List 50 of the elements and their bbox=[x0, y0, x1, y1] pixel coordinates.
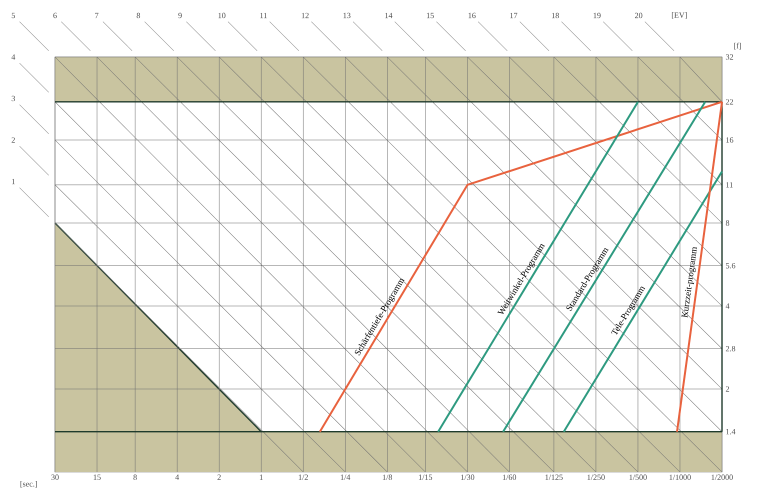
x2-tick-label: 14 bbox=[385, 12, 392, 18]
x-tick-label: 1/2000 bbox=[712, 474, 733, 480]
x2-tick-label: 11 bbox=[260, 12, 267, 18]
x-tick-label: 8 bbox=[133, 474, 137, 480]
x2-tick-label: 9 bbox=[178, 12, 182, 18]
y2-tick-label: 1 bbox=[12, 178, 15, 184]
x-tick-label: 1/250 bbox=[588, 474, 605, 480]
x2-tick-label: 19 bbox=[594, 12, 601, 18]
y-tick-label: 4 bbox=[726, 303, 730, 309]
x-tick-label: 1/4 bbox=[340, 474, 350, 480]
x-tick-label: 1/60 bbox=[502, 474, 516, 480]
x-tick-label: 4 bbox=[175, 474, 180, 480]
y-axis-title: [f] bbox=[734, 42, 741, 50]
x2-tick-label: 15 bbox=[426, 12, 434, 18]
x-axis-title: [sec.] bbox=[20, 480, 37, 488]
y2-tick-label: 3 bbox=[12, 96, 15, 102]
x-tick-label: 1/125 bbox=[546, 474, 563, 480]
x-tick-label: 1/30 bbox=[461, 474, 474, 480]
x2-tick-label: 6 bbox=[53, 12, 57, 18]
y-tick-label: 1.4 bbox=[726, 429, 736, 434]
x2-tick-label: 13 bbox=[344, 12, 350, 18]
x-tick-label: 1/500 bbox=[630, 474, 647, 480]
x2-tick-label: 20 bbox=[634, 12, 642, 18]
y-tick-label: 8 bbox=[726, 220, 730, 226]
x2-tick-label: 8 bbox=[136, 12, 140, 18]
x-tick-label: 1/15 bbox=[418, 474, 432, 480]
x2-tick-label: 7 bbox=[95, 12, 98, 18]
x-tick-label: 1/2 bbox=[298, 474, 308, 480]
x-tick-label: 2 bbox=[218, 474, 221, 480]
text: 5 bbox=[12, 12, 15, 18]
x2-tick-label: 16 bbox=[468, 12, 476, 18]
y2-tick-label: 2 bbox=[12, 137, 15, 143]
y-tick-label: 11 bbox=[726, 182, 733, 188]
x2-tick-label: 18 bbox=[552, 12, 559, 18]
x2-tick-label: 12 bbox=[302, 12, 309, 18]
y-tick-label: 22 bbox=[726, 99, 734, 105]
y-tick-label: 2 bbox=[726, 386, 730, 392]
x-tick-label: 1 bbox=[260, 474, 263, 480]
x-tick-label: 15 bbox=[94, 474, 101, 480]
y-tick-label: 16 bbox=[726, 137, 734, 143]
y-tick-label: 5.6 bbox=[726, 262, 736, 268]
x-tick-label: 30 bbox=[51, 474, 59, 480]
x2-tick-label: 17 bbox=[510, 12, 518, 18]
x-tick-label: 1/8 bbox=[382, 474, 392, 480]
x2-axis-title: [EV] bbox=[672, 12, 687, 19]
y2-tick-label: 4 bbox=[11, 54, 16, 60]
y-tick-label: 32 bbox=[726, 54, 734, 60]
y-tick-label: 2.8 bbox=[726, 346, 736, 352]
x2-tick-label: 10 bbox=[218, 12, 226, 18]
x-tick-label: 1/1000 bbox=[670, 474, 691, 480]
